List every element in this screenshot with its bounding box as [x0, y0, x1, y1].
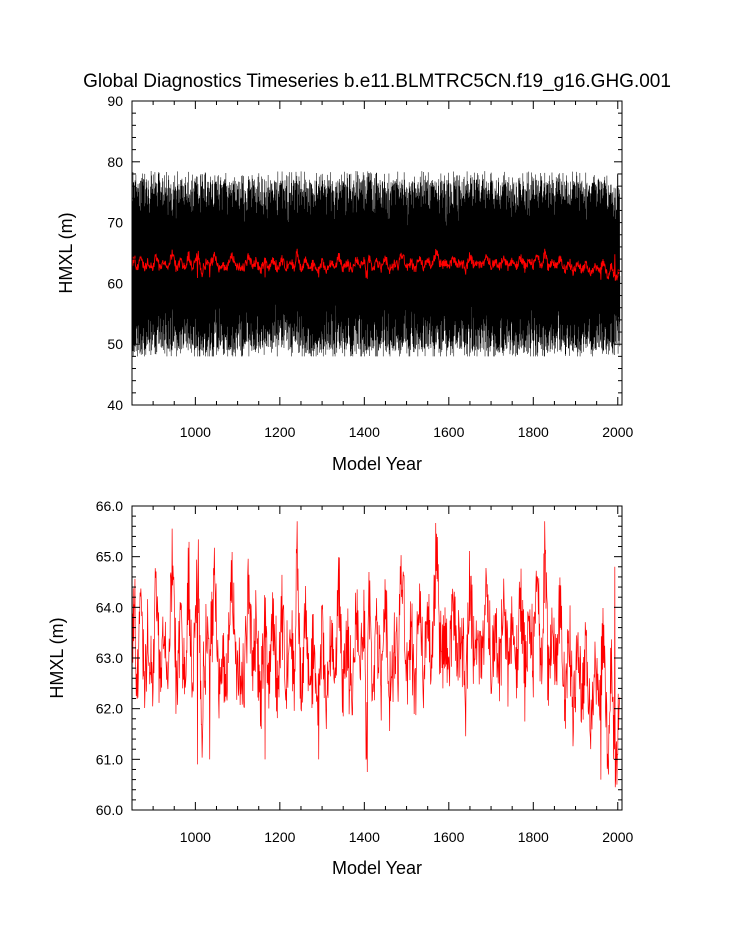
bottom-y-tick-label: 62.0 [96, 701, 123, 717]
bottom-y-tick-label: 63.0 [96, 650, 123, 666]
top-x-tick-label: 1800 [518, 424, 549, 440]
top-y-tick-label: 70 [107, 215, 123, 231]
annual-series-line [131, 521, 621, 788]
bottom-x-tick-label: 1800 [518, 829, 549, 845]
top-plot-data [131, 170, 621, 357]
top-y-axis-label: HMXL (m) [56, 212, 76, 293]
top-axis-ticks: 1000 1200 1400 1600 1800 2000 40 50 60 70 80 90 [107, 93, 633, 440]
top-x-tick-label: 1600 [433, 424, 464, 440]
bottom-panel: 1000 1200 1400 1600 1800 2000 60.0 61.0 62.0 63.0… [47, 498, 634, 878]
bottom-x-tick-label: 2000 [602, 829, 633, 845]
top-x-axis-label: Model Year [332, 454, 422, 474]
bottom-y-tick-label: 66.0 [96, 498, 123, 514]
top-y-tick-label: 40 [107, 397, 123, 413]
top-panel: Global Diagnostics Timeseries b.e11.BLMT… [56, 71, 671, 474]
bottom-axis-ticks: 1000 1200 1400 1600 1800 2000 60.0 61.0 62.0 63.0… [96, 498, 634, 845]
bottom-y-tick-label: 65.0 [96, 549, 123, 565]
top-x-tick-label: 1400 [349, 424, 380, 440]
monthly-series-line [131, 170, 621, 357]
top-x-tick-label: 1200 [264, 424, 295, 440]
top-x-tick-label: 2000 [602, 424, 633, 440]
bottom-y-axis-label: HMXL (m) [47, 617, 67, 698]
chart-title: Global Diagnostics Timeseries b.e11.BLMT… [83, 71, 671, 92]
bottom-y-tick-label: 61.0 [96, 751, 123, 767]
bottom-y-tick-label: 64.0 [96, 599, 123, 615]
annual-series-line-top [131, 248, 621, 281]
top-plot-frame [131, 100, 623, 406]
bottom-plot-frame [131, 505, 623, 811]
bottom-x-tick-label: 1600 [433, 829, 464, 845]
bottom-x-tick-label: 1400 [349, 829, 380, 845]
top-y-tick-label: 50 [107, 336, 123, 352]
bottom-x-tick-label: 1200 [264, 829, 295, 845]
bottom-x-axis-label: Model Year [332, 858, 422, 878]
top-y-tick-label: 60 [107, 275, 123, 291]
top-x-tick-label: 1000 [180, 424, 211, 440]
top-y-tick-label: 80 [107, 154, 123, 170]
bottom-x-tick-label: 1000 [180, 829, 211, 845]
bottom-y-tick-label: 60.0 [96, 802, 123, 818]
top-y-tick-label: 90 [107, 93, 123, 109]
bottom-plot-data [131, 521, 621, 788]
